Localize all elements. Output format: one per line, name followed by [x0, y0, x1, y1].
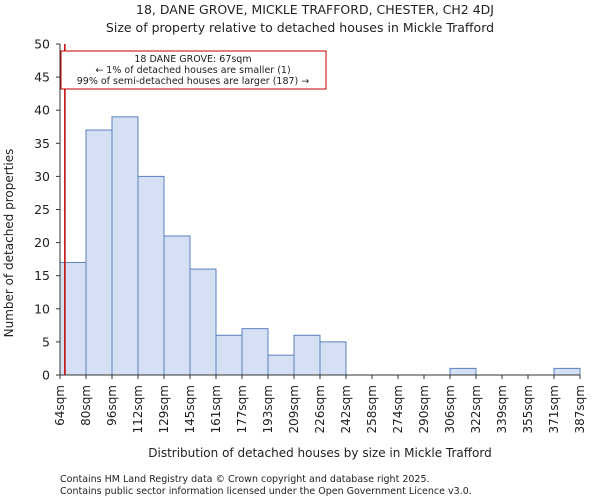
- bar-371sqm: [553, 367, 581, 376]
- x-tick-label: 226sqm: [313, 385, 327, 433]
- chart-title: 18, DANE GROVE, MICKLE TRAFFORD, CHESTER…: [136, 2, 494, 17]
- y-tick-label: 30: [34, 169, 50, 184]
- y-tick-label: 20: [34, 235, 50, 250]
- annotation-line-3: 99% of semi-detached houses are larger (…: [77, 76, 310, 87]
- bar-226sqm: [319, 341, 347, 376]
- x-tick-label: 274sqm: [391, 385, 405, 433]
- bar-145sqm: [189, 268, 217, 376]
- footer-line-1: Contains HM Land Registry data © Crown c…: [60, 474, 430, 485]
- y-tick-label: 5: [42, 334, 50, 349]
- footer-line-2: Contains public sector information licen…: [60, 486, 472, 497]
- bar-306sqm: [449, 367, 477, 376]
- x-tick-label: 193sqm: [261, 385, 275, 433]
- x-tick-label: 161sqm: [209, 385, 223, 433]
- x-tick-label: 306sqm: [443, 385, 457, 433]
- x-axis-label: Distribution of detached houses by size …: [148, 446, 491, 460]
- bar-112sqm: [137, 175, 165, 376]
- y-tick-label: 50: [34, 37, 50, 52]
- x-tick-label: 242sqm: [339, 385, 353, 433]
- x-ticks-group: 64sqm 80sqm 96sqm 112sqm 129sqm 145sqm 161sqm 1…: [53, 375, 587, 433]
- annotation-box: [60, 50, 327, 90]
- x-tick-label: 145sqm: [183, 385, 197, 433]
- y-tick-label: 45: [34, 70, 50, 85]
- x-tick-label: 322sqm: [469, 385, 483, 433]
- x-tick-label: 387sqm: [573, 385, 587, 433]
- bar-80sqm: [85, 129, 113, 376]
- x-tick-label: 96sqm: [105, 385, 119, 426]
- x-tick-label: 64sqm: [53, 385, 67, 426]
- y-axis-label: Number of detached properties: [2, 149, 16, 338]
- chart-subtitle: Size of property relative to detached ho…: [106, 20, 494, 35]
- y-tick-label: 0: [42, 368, 50, 383]
- x-tick-label: 209sqm: [287, 385, 301, 433]
- bar-177sqm: [241, 328, 269, 376]
- bar-161sqm: [215, 334, 243, 376]
- bar-193sqm: [267, 354, 295, 376]
- y-tick-label: 40: [34, 103, 50, 118]
- bar-129sqm: [163, 235, 191, 376]
- x-tick-label: 258sqm: [365, 385, 379, 433]
- bar-96sqm: [111, 116, 139, 376]
- annotation-line-1: 18 DANE GROVE: 67sqm: [134, 54, 251, 65]
- x-tick-label: 80sqm: [79, 385, 93, 426]
- x-tick-label: 355sqm: [521, 385, 535, 433]
- bars-group: [59, 116, 581, 376]
- y-tick-label: 25: [34, 202, 50, 217]
- x-tick-label: 112sqm: [131, 385, 145, 433]
- x-tick-label: 129sqm: [157, 385, 171, 433]
- y-tick-label: 15: [34, 268, 50, 283]
- bar-209sqm: [293, 334, 321, 376]
- x-tick-label: 177sqm: [235, 385, 249, 433]
- x-tick-label: 290sqm: [417, 385, 431, 433]
- x-tick-label: 371sqm: [547, 385, 561, 433]
- y-ticks-group: 0 5 10 15 20 25 30 35 40 45 50: [34, 37, 60, 383]
- annotation-line-2: ← 1% of detached houses are smaller (1): [95, 65, 290, 76]
- y-tick-label: 35: [34, 136, 50, 151]
- x-tick-label: 339sqm: [495, 385, 509, 433]
- bar-64sqm: [59, 261, 87, 376]
- y-tick-label: 10: [34, 301, 50, 316]
